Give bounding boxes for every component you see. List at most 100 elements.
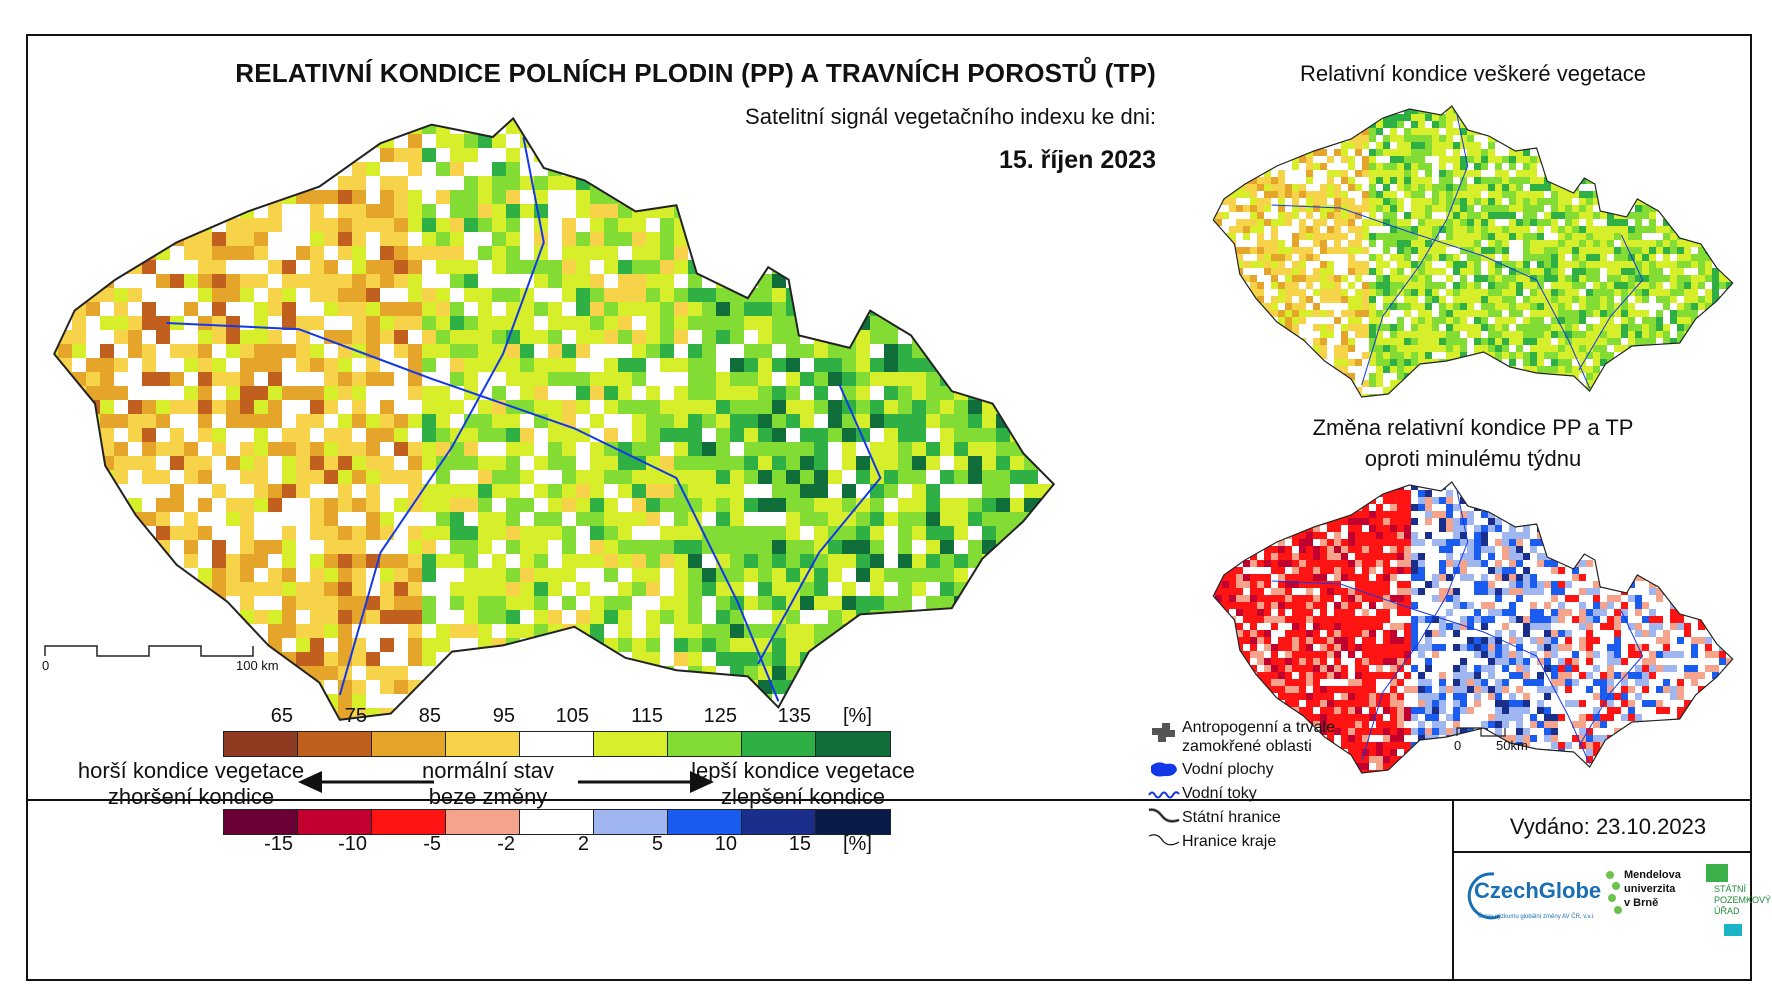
index-date: 15. říjen 2023 (998, 146, 1156, 174)
subtitle: Satelitní signál vegetačního indexu ke d… (745, 104, 1156, 129)
legend-divider (28, 799, 1750, 801)
river-icon (1148, 791, 1180, 799)
condition-swatch (372, 732, 446, 756)
condition-swatch (816, 732, 890, 756)
change-swatch (298, 810, 372, 834)
main-condition-map (53, 116, 1056, 721)
change-swatch (742, 810, 816, 834)
change-condition-map (1212, 481, 1734, 774)
condition-swatch (298, 732, 372, 756)
change-unit-label: [%] (843, 833, 872, 855)
veg-map-state-border (1212, 105, 1734, 398)
legend-normal-line1: normální stav (421, 758, 555, 783)
veg-map-river (1361, 114, 1469, 386)
change-map-title-line1: Změna relativní kondice PP a TP (1312, 415, 1634, 440)
main-map-state-border (53, 116, 1056, 721)
legend-worse-line2: zhoršení kondice (107, 784, 275, 809)
symbol-anthropogenic-line1: Antropogenní a trvale (1182, 719, 1335, 736)
water-area-icon (1151, 762, 1177, 777)
footer-divider (1452, 799, 1454, 979)
symbol-water-areas: Vodní plochy (1182, 761, 1274, 778)
condition-swatch (594, 732, 668, 756)
change-map-title: Změna relativní kondice PP a TP oproti m… (1208, 412, 1738, 474)
condition-swatch (668, 732, 742, 756)
change-tick-label: 5 (651, 833, 663, 855)
arrow-right-icon (578, 771, 714, 793)
main-map-river (757, 384, 882, 665)
veg-map-river (1271, 204, 1591, 389)
condition-tick-label: 85 (418, 705, 441, 727)
chg-map-river (1578, 610, 1644, 747)
side-scale-end: 50km (1496, 738, 1528, 753)
side-scale-bar (1456, 727, 1506, 737)
spu-logo-line1: STÁTNÍ (1714, 884, 1747, 894)
anthropogenic-area-icon (1152, 723, 1175, 742)
change-tick-label: 2 (577, 833, 589, 855)
condition-tick-label: 105 (555, 705, 589, 727)
legend-normal: normální stav beze změny (408, 758, 568, 810)
main-map-river (338, 136, 545, 696)
map-frame: RELATIVNÍ KONDICE POLNÍCH PLODIN (PP) A … (26, 34, 1771, 981)
symbol-region-border: Hranice kraje (1182, 833, 1277, 850)
main-scale-end: 100 km (236, 658, 279, 673)
czechglobe-logo-icon (1467, 872, 1501, 920)
condition-swatch (742, 732, 816, 756)
logos: CzechGlobe Ústav výzkumu globální změny … (1464, 864, 1771, 974)
change-swatch (372, 810, 446, 834)
condition-tick-label: 135 (777, 705, 811, 727)
change-swatch (816, 810, 890, 834)
main-title: RELATIVNÍ KONDICE POLNÍCH PLODIN (PP) A … (235, 58, 1156, 88)
symbol-rivers: Vodní toky (1182, 785, 1257, 802)
chg-map-state-border (1212, 481, 1734, 774)
change-tick-label: -5 (423, 833, 441, 855)
condition-unit-label: [%] (843, 705, 872, 727)
mendel-logo: Mendelova univerzita v Brně (1624, 868, 1681, 910)
spu-logo-icon (1706, 864, 1742, 936)
veg-map-river (1578, 234, 1644, 371)
legend-better: lepší kondice vegetace zlepšení kondice (678, 758, 928, 810)
change-swatch (446, 810, 520, 834)
vegetation-map-title: Relativní kondice veškeré vegetace (1299, 61, 1647, 86)
change-map-title-line2: oproti minulému týdnu (1364, 446, 1582, 471)
condition-tick-label: 75 (344, 705, 367, 727)
condition-tick-label: 65 (270, 705, 293, 727)
condition-swatch (520, 732, 594, 756)
chg-map-river (1361, 490, 1469, 762)
czechglobe-logo: CzechGlobe (1474, 878, 1602, 903)
release-divider (1452, 851, 1750, 853)
change-tick-label: 15 (788, 833, 811, 855)
change-tick-label: -10 (338, 833, 367, 855)
spu-logo-line3: ÚŘAD (1714, 906, 1740, 916)
czechglobe-logo-sub: Ústav výzkumu globální změny AV ČR, v.v.… (1478, 914, 1595, 920)
symbol-state-border: Státní hranice (1182, 809, 1281, 826)
change-swatch (224, 810, 298, 834)
mendel-logo-line1: Mendelova (1624, 869, 1681, 881)
mendel-logo-line3: v Brně (1624, 897, 1659, 909)
symbol-anthropogenic: Antropogenní a trvale zamokřené oblasti (1182, 718, 1335, 756)
condition-colorbar (223, 731, 891, 757)
main-map-river (166, 322, 780, 702)
condition-swatch (446, 732, 520, 756)
change-swatch (520, 810, 594, 834)
spu-logo-line2: POZEMKOVÝ (1714, 895, 1772, 905)
mendel-logo-icon (1606, 871, 1622, 914)
change-tick-label: 10 (714, 833, 737, 855)
condition-tick-label: 125 (703, 705, 737, 727)
legend-worse: horší kondice vegetace zhoršení kondice (48, 758, 334, 810)
vegetation-condition-map (1212, 105, 1734, 398)
side-scale-start: 0 (1454, 738, 1462, 753)
release-date: Vydáno: 23.10.2023 (1509, 814, 1707, 839)
change-colorbar (223, 809, 891, 835)
condition-tick-label: 115 (631, 705, 663, 727)
legend-normal-line2: beze změny (428, 784, 548, 809)
change-tick-label: -15 (264, 833, 293, 855)
main-scale-bar (44, 645, 254, 657)
spu-logo: STÁTNÍ POZEMKOVÝ ÚŘAD (1714, 884, 1771, 917)
change-swatch (668, 810, 742, 834)
condition-tick-label: 95 (492, 705, 515, 727)
legend-worse-line1: horší kondice vegetace (77, 758, 305, 783)
legend-better-line1: lepší kondice vegetace (691, 758, 915, 783)
change-swatch (594, 810, 668, 834)
main-scale-start: 0 (42, 658, 50, 673)
arrow-left-icon (298, 771, 434, 793)
